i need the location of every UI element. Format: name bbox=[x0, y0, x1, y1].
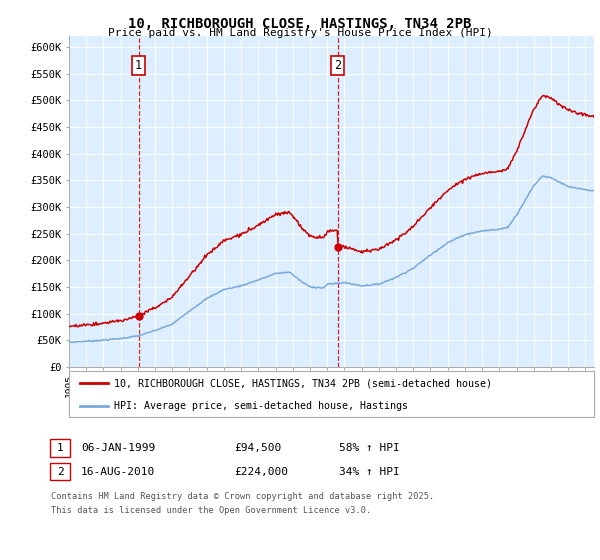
Text: 2: 2 bbox=[334, 59, 341, 72]
Text: HPI: Average price, semi-detached house, Hastings: HPI: Average price, semi-detached house,… bbox=[113, 401, 407, 411]
Text: This data is licensed under the Open Government Licence v3.0.: This data is licensed under the Open Gov… bbox=[51, 506, 371, 515]
Text: 1: 1 bbox=[135, 59, 142, 72]
Text: 10, RICHBOROUGH CLOSE, HASTINGS, TN34 2PB: 10, RICHBOROUGH CLOSE, HASTINGS, TN34 2P… bbox=[128, 17, 472, 31]
Text: 10, RICHBOROUGH CLOSE, HASTINGS, TN34 2PB (semi-detached house): 10, RICHBOROUGH CLOSE, HASTINGS, TN34 2P… bbox=[113, 378, 491, 388]
Text: Contains HM Land Registry data © Crown copyright and database right 2025.: Contains HM Land Registry data © Crown c… bbox=[51, 492, 434, 501]
Text: 16-AUG-2010: 16-AUG-2010 bbox=[81, 466, 155, 477]
Text: 1: 1 bbox=[56, 443, 64, 453]
Text: 06-JAN-1999: 06-JAN-1999 bbox=[81, 443, 155, 453]
Text: £94,500: £94,500 bbox=[234, 443, 281, 453]
Text: £224,000: £224,000 bbox=[234, 466, 288, 477]
Text: 2: 2 bbox=[56, 466, 64, 477]
Text: 58% ↑ HPI: 58% ↑ HPI bbox=[339, 443, 400, 453]
Text: Price paid vs. HM Land Registry's House Price Index (HPI): Price paid vs. HM Land Registry's House … bbox=[107, 28, 493, 38]
Text: 34% ↑ HPI: 34% ↑ HPI bbox=[339, 466, 400, 477]
